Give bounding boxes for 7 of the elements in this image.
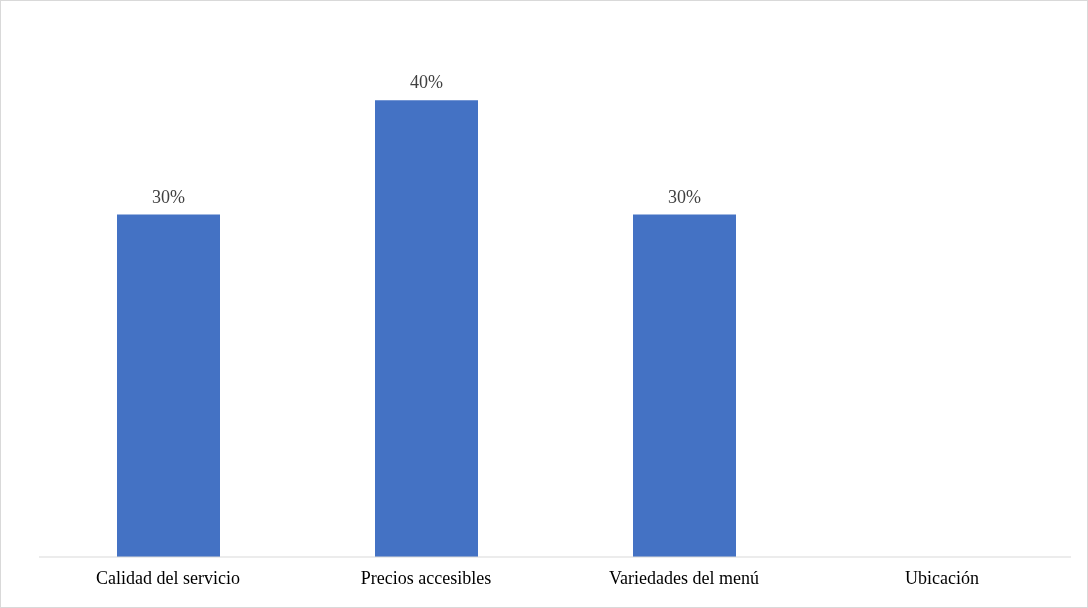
x-tick-label: Variedades del menú (609, 567, 759, 588)
data-label: 30% (152, 186, 185, 207)
data-label: 40% (410, 72, 443, 93)
x-tick-label: Precios accesibles (360, 567, 492, 588)
x-tick-label: Ubicación (905, 567, 979, 588)
data-label: 30% (668, 186, 701, 207)
x-tick-label: Calidad del servicio (96, 567, 240, 588)
